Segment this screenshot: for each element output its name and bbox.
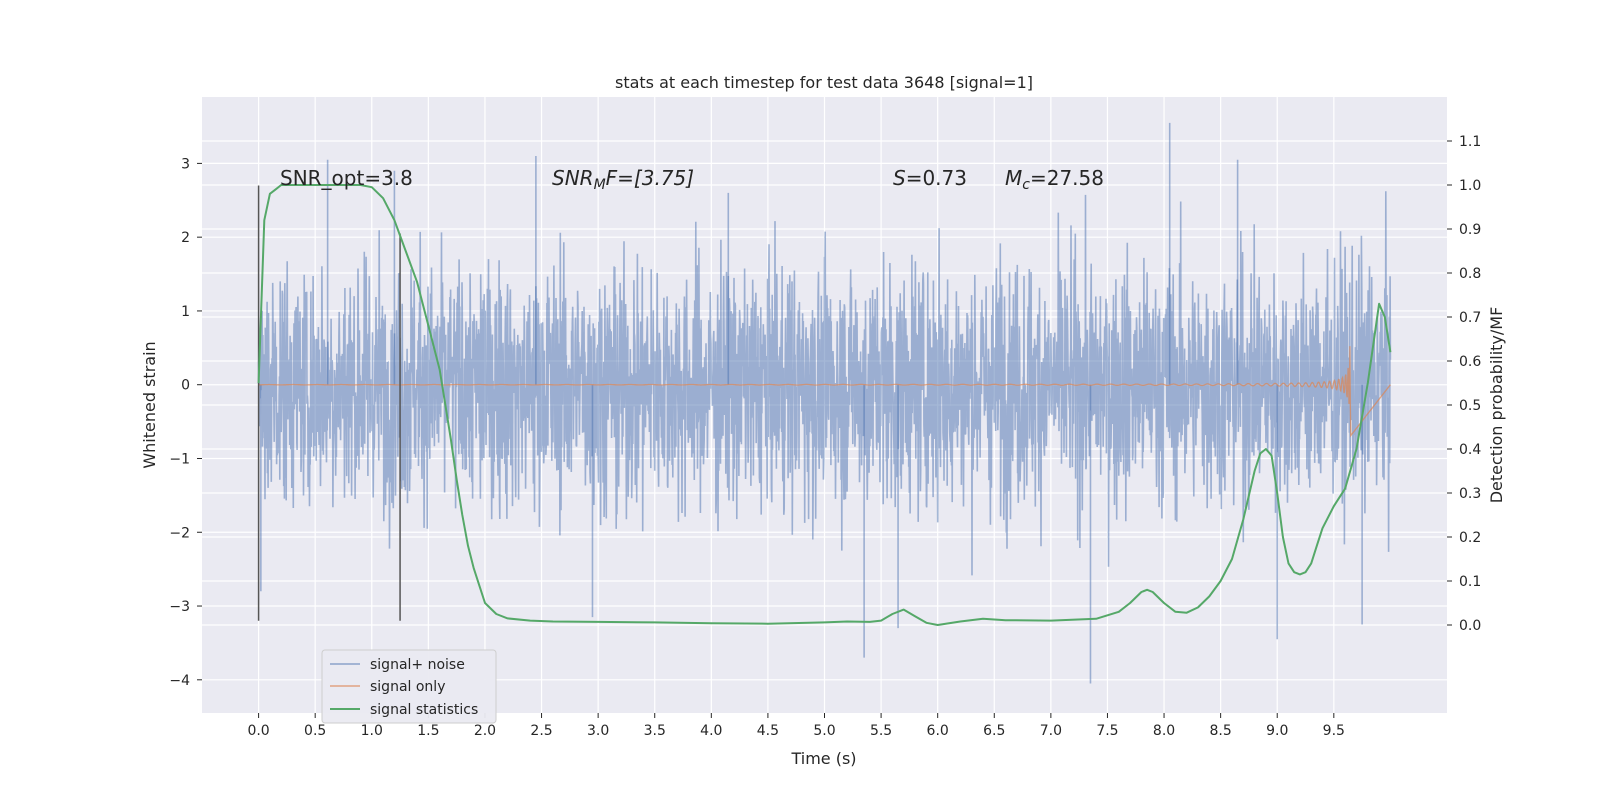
y-left-tick-label: 2 [181, 230, 190, 246]
x-tick-label: 1.5 [417, 723, 439, 739]
y-right-tick-label: 0.4 [1459, 442, 1481, 458]
annotation-mc: Mc=27.58 [1005, 166, 1104, 193]
y-right-tick-label: 0.0 [1459, 618, 1481, 634]
x-tick-label: 7.5 [1096, 723, 1118, 739]
x-tick-label: 4.5 [757, 723, 779, 739]
y-right-tick-label: 1.0 [1459, 178, 1481, 194]
annotation-s: S=0.73 [893, 166, 967, 190]
y-axis-right-label: Detection probability/MF [1487, 307, 1506, 504]
legend-label-signal-noise: signal+ noise [370, 657, 465, 673]
y-right-tick-label: 0.6 [1459, 354, 1481, 370]
y-axis-left-label: Whitened strain [140, 341, 159, 468]
x-axis-label: Time (s) [790, 749, 856, 768]
signal-trace [258, 346, 1391, 438]
x-tick-label: 0.5 [304, 723, 326, 739]
x-tick-label: 9.5 [1323, 723, 1345, 739]
axis-ticks: 0.0 0.5 1.0 1.5 2.0 2.5 3.0 3.5 4.0 4.5 5.0 5.5 6.0 6… [169, 134, 1481, 739]
chart-title: stats at each timestep for test data 364… [615, 73, 1033, 92]
x-tick-label: 3.5 [644, 723, 666, 739]
y-right-tick-label: 0.5 [1459, 398, 1481, 414]
x-tick-label: 2.5 [530, 723, 552, 739]
annotation-snr-mf: SNRMF=[3.75] [552, 166, 694, 193]
x-tick-label: 1.0 [361, 723, 383, 739]
y-right-tick-label: 1.1 [1459, 134, 1481, 150]
legend: signal+ noise signal only signal statist… [321, 649, 497, 724]
x-tick-label: 5.5 [870, 723, 892, 739]
legend-label-signal-statistics: signal statistics [370, 702, 478, 718]
series-signal-only [258, 346, 1391, 438]
y-left-tick-label: 0 [181, 378, 190, 394]
y-right-tick-label: 0.3 [1459, 486, 1481, 502]
noise-trace [257, 191, 1392, 576]
x-tick-label: 9.0 [1266, 723, 1288, 739]
y-right-tick-label: 0.9 [1459, 222, 1481, 238]
y-left-tick-label: −2 [169, 525, 190, 541]
x-tick-label: 3.0 [587, 723, 609, 739]
annotation-snr-opt: SNR_opt=3.8 [280, 166, 413, 190]
y-left-tick-label: 3 [181, 156, 190, 172]
y-right-tick-label: 0.1 [1459, 574, 1481, 590]
x-tick-label: 8.0 [1153, 723, 1175, 739]
marker-lines [257, 185, 401, 621]
y-left-tick-label: 1 [181, 304, 190, 320]
y-left-tick-label: −1 [169, 451, 190, 467]
series-signal-noise [257, 122, 1392, 684]
y-right-tick-label: 0.7 [1459, 310, 1481, 326]
x-tick-label: 0.0 [247, 723, 269, 739]
series-signal-statistics [257, 184, 1392, 626]
y-right-tick-label: 0.8 [1459, 266, 1481, 282]
x-tick-label: 2.0 [474, 723, 496, 739]
legend-label-signal-only: signal only [370, 679, 445, 695]
y-right-tick-label: 0.2 [1459, 530, 1481, 546]
y-left-tick-label: −3 [169, 599, 190, 615]
x-tick-label: 6.0 [927, 723, 949, 739]
x-tick-label: 5.0 [813, 723, 835, 739]
x-tick-label: 7.0 [1040, 723, 1062, 739]
x-tick-label: 6.5 [983, 723, 1005, 739]
statistics-line [257, 184, 1392, 626]
y-left-tick-label: −4 [169, 673, 190, 689]
legend-box [321, 649, 497, 724]
x-tick-label: 4.0 [700, 723, 722, 739]
x-tick-label: 8.5 [1210, 723, 1232, 739]
